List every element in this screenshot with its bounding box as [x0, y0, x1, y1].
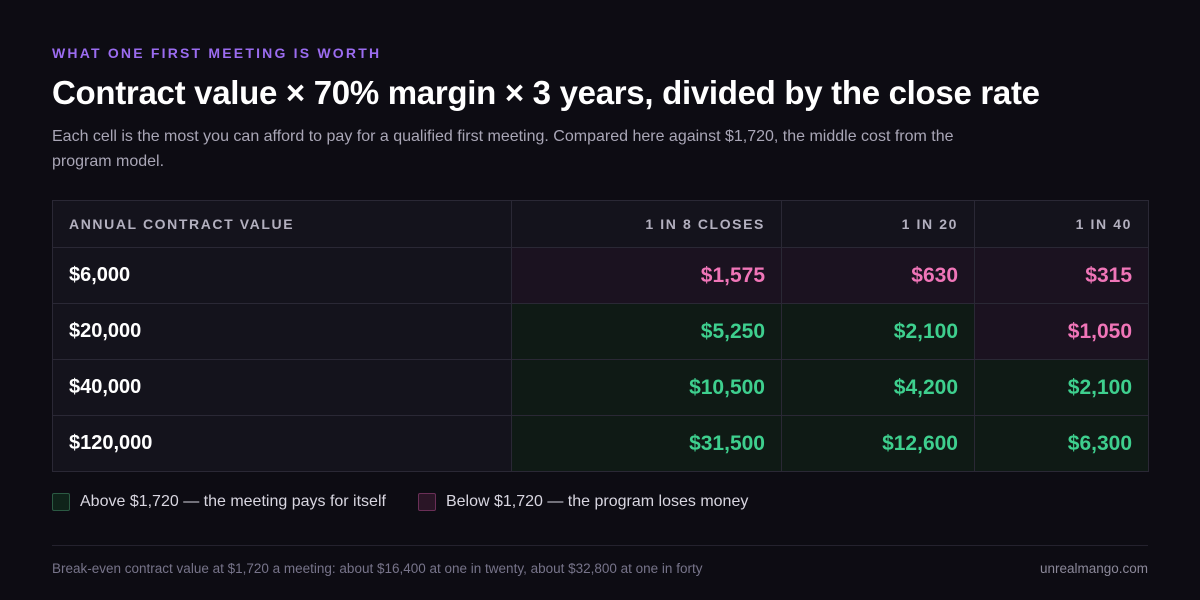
value-cell-above: $31,500: [511, 415, 782, 472]
value-cell-above: $12,600: [781, 415, 975, 472]
value-cell-below: $1,575: [511, 247, 782, 304]
row-label: $6,000: [52, 247, 512, 304]
footnote: Break-even contract value at $1,720 a me…: [52, 561, 703, 576]
value-table: ANNUAL CONTRACT VALUE 1 IN 8 CLOSES 1 IN…: [52, 200, 1149, 472]
table-row: $40,000 $10,500 $4,200 $2,100: [52, 359, 1149, 416]
column-header-contract-value: ANNUAL CONTRACT VALUE: [52, 200, 512, 248]
row-label: $40,000: [52, 359, 512, 416]
legend-label-above: Above $1,720 — the meeting pays for itse…: [80, 493, 386, 510]
footer-divider: [52, 545, 1148, 546]
value-cell-above: $6,300: [974, 415, 1149, 472]
value-cell-below: $1,050: [974, 303, 1149, 360]
value-cell-above: $4,200: [781, 359, 975, 416]
value-cell-above: $5,250: [511, 303, 782, 360]
value-cell-above: $2,100: [974, 359, 1149, 416]
legend: Above $1,720 — the meeting pays for itse…: [52, 493, 748, 511]
value-cell-below: $630: [781, 247, 975, 304]
value-cell-above: $10,500: [511, 359, 782, 416]
column-header: 1 IN 8 CLOSES: [511, 200, 782, 248]
page-title: Contract value × 70% margin × 3 years, d…: [52, 74, 1040, 111]
legend-swatch-below: [417, 493, 436, 511]
value-cell-above: $2,100: [781, 303, 975, 360]
table-row: $20,000 $5,250 $2,100 $1,050: [52, 303, 1149, 360]
table-row: $120,000 $31,500 $12,600 $6,300: [52, 415, 1149, 472]
column-header: 1 IN 40: [974, 200, 1149, 248]
column-header: 1 IN 20: [781, 200, 975, 248]
table-row: $6,000 $1,575 $630 $315: [52, 247, 1149, 304]
row-label: $20,000: [52, 303, 512, 360]
legend-item-below: Below $1,720 — the program loses money: [417, 493, 749, 511]
eyebrow-label: WHAT ONE FIRST MEETING IS WORTH: [52, 45, 382, 61]
legend-swatch-above: [52, 493, 70, 511]
table-body: $6,000 $1,575 $630 $315 $20,000 $5,250 $2,100 $…: [52, 247, 1149, 472]
page-subtitle: Each cell is the most you can afford to …: [52, 128, 954, 170]
row-label: $120,000: [52, 415, 512, 472]
legend-label-below: Below $1,720 — the program loses money: [445, 493, 749, 510]
site-credit: unrealmango.com: [1039, 561, 1148, 576]
value-cell-below: $315: [974, 247, 1149, 304]
table-header-row: ANNUAL CONTRACT VALUE 1 IN 8 CLOSES 1 IN…: [52, 200, 1149, 248]
legend-item-above: Above $1,720 — the meeting pays for itse…: [52, 493, 386, 511]
